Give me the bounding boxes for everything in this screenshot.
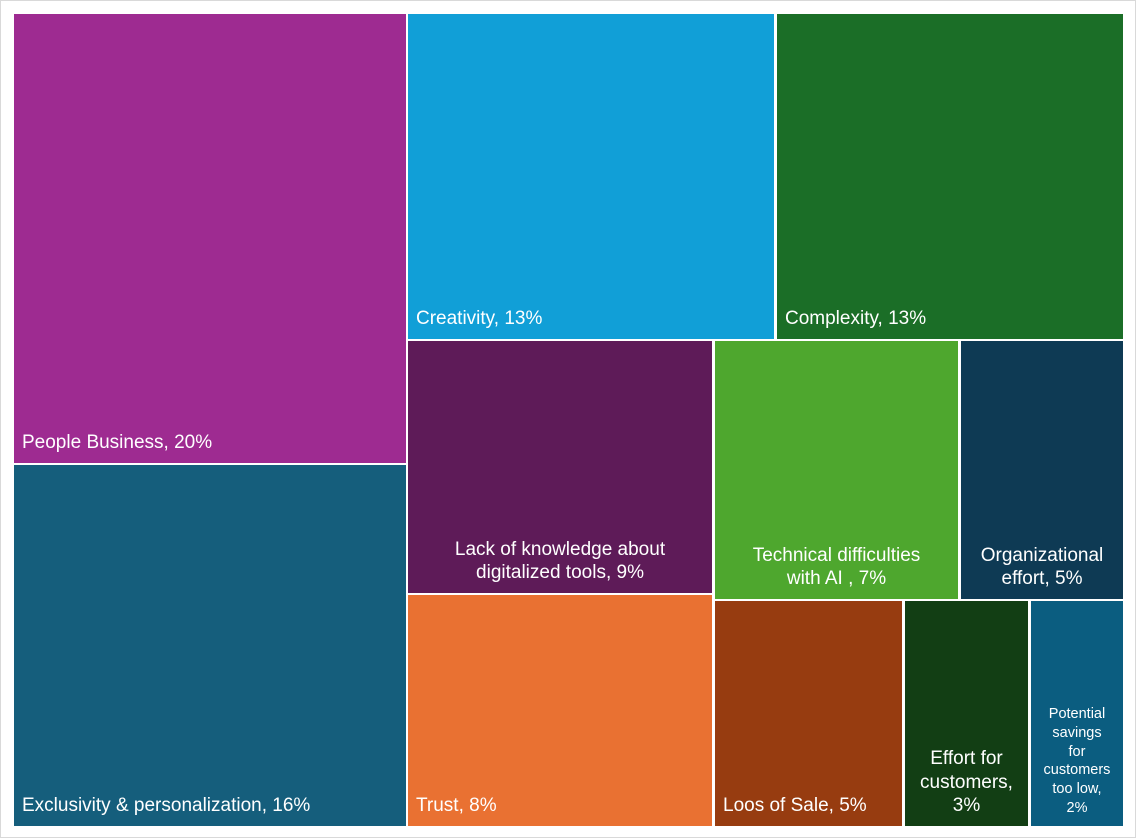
tile-label-potential-savings: Potential savings for customers too low,… bbox=[1043, 705, 1111, 817]
tile-trust: Trust, 8% bbox=[408, 595, 712, 826]
tile-people-business: People Business, 20% bbox=[14, 14, 406, 463]
tile-creativity: Creativity, 13% bbox=[408, 14, 774, 339]
tile-lack-of-knowledge: Lack of knowledge about digitalized tool… bbox=[408, 341, 712, 593]
tile-technical-difficulties: Technical difficulties with AI , 7% bbox=[715, 341, 958, 599]
tile-label-lack-of-knowledge: Lack of knowledge about digitalized tool… bbox=[454, 538, 666, 584]
tile-label-creativity: Creativity, 13% bbox=[416, 308, 543, 330]
tile-potential-savings: Potential savings for customers too low,… bbox=[1031, 601, 1123, 826]
tile-label-organizational-effort: Organizational effort, 5% bbox=[980, 544, 1104, 590]
tile-complexity: Complexity, 13% bbox=[777, 14, 1123, 339]
tile-label-people-business: People Business, 20% bbox=[22, 432, 213, 454]
tile-exclusivity-personalization: Exclusivity & personalization, 16% bbox=[14, 465, 406, 826]
tile-label-effort-for-customers: Effort for customers, 3% bbox=[920, 747, 1013, 817]
tile-loos-of-sale: Loos of Sale, 5% bbox=[715, 601, 902, 826]
tile-label-complexity: Complexity, 13% bbox=[785, 308, 927, 330]
tile-effort-for-customers: Effort for customers, 3% bbox=[905, 601, 1028, 826]
tile-label-trust: Trust, 8% bbox=[416, 795, 497, 817]
tile-label-exclusivity-personalization: Exclusivity & personalization, 16% bbox=[22, 795, 311, 817]
tile-label-loos-of-sale: Loos of Sale, 5% bbox=[723, 795, 867, 817]
tile-label-technical-difficulties: Technical difficulties with AI , 7% bbox=[752, 544, 921, 590]
tile-organizational-effort: Organizational effort, 5% bbox=[961, 341, 1123, 599]
